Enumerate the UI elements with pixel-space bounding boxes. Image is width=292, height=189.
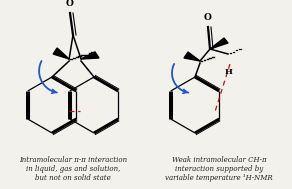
Text: H: H bbox=[225, 68, 233, 76]
Polygon shape bbox=[53, 48, 69, 59]
Polygon shape bbox=[184, 52, 200, 61]
Polygon shape bbox=[81, 52, 99, 59]
Text: Intramolecular π-π interaction
in liquid, gas and solution,
but not on solid sta: Intramolecular π-π interaction in liquid… bbox=[19, 156, 127, 182]
Text: Weak intramolecular CH-π
interaction supported by
variable temperature ¹H-NMR: Weak intramolecular CH-π interaction sup… bbox=[165, 156, 273, 182]
Text: O: O bbox=[66, 0, 74, 8]
Text: O: O bbox=[204, 13, 212, 22]
Polygon shape bbox=[210, 38, 228, 49]
